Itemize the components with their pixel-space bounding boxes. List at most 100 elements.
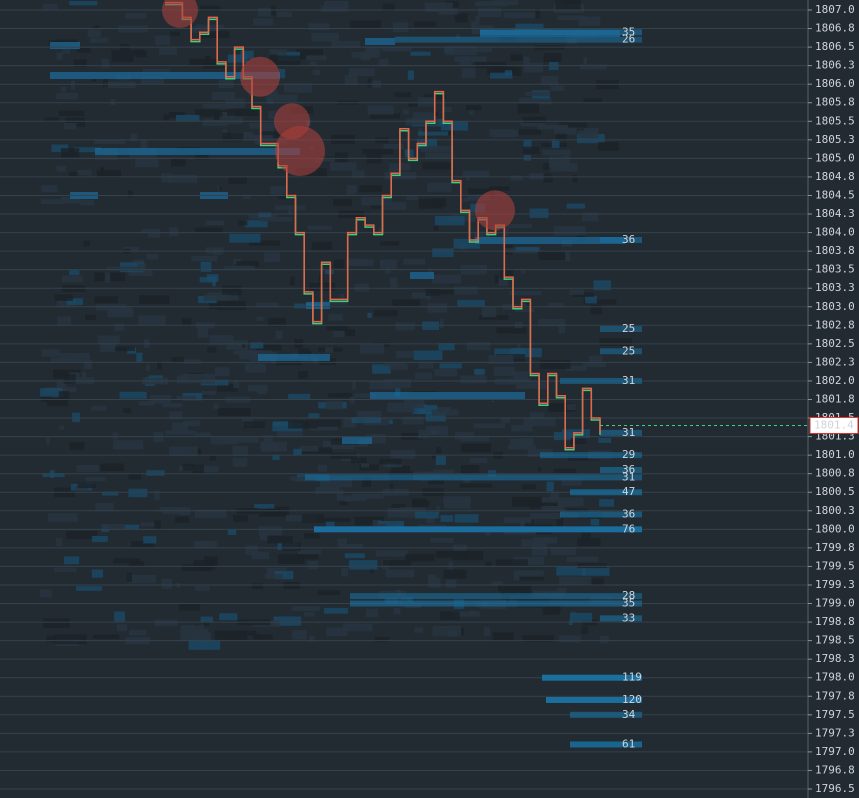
liquidity-bar bbox=[542, 674, 642, 681]
heat-cell bbox=[249, 122, 276, 129]
heat-cell bbox=[138, 400, 155, 406]
heat-cell bbox=[235, 630, 257, 636]
trade-bubble bbox=[275, 125, 325, 176]
heat-cell bbox=[540, 75, 559, 86]
y-tick-label: 1799.3 bbox=[815, 578, 855, 591]
heat-cell bbox=[555, 133, 567, 141]
heat-cell bbox=[475, 15, 480, 25]
y-tick-label: 1802.0 bbox=[815, 374, 855, 387]
heat-cell bbox=[387, 402, 415, 413]
heat-cell bbox=[56, 381, 67, 392]
heat-cell bbox=[228, 176, 248, 185]
heat-cell bbox=[344, 75, 358, 86]
heat-cell bbox=[550, 491, 559, 499]
heat-cell bbox=[243, 421, 265, 429]
heat-cell bbox=[258, 526, 283, 536]
liquidity-bar bbox=[600, 348, 642, 355]
heat-cell bbox=[515, 129, 542, 135]
heat-cell bbox=[138, 315, 166, 325]
heat-cell bbox=[171, 357, 185, 364]
heat-cell bbox=[367, 78, 373, 88]
liquidity-bar bbox=[560, 511, 642, 518]
heat-cell bbox=[273, 616, 302, 626]
heat-cell bbox=[559, 122, 588, 128]
heat-cell bbox=[322, 517, 351, 522]
y-tick-label: 1800.0 bbox=[815, 522, 855, 535]
heat-cell bbox=[256, 302, 279, 307]
heat-cell bbox=[219, 185, 223, 192]
heat-cell bbox=[312, 69, 321, 75]
heat-cell bbox=[494, 348, 526, 359]
heat-cell bbox=[304, 612, 315, 617]
heat-cell bbox=[176, 375, 189, 384]
heat-cell bbox=[427, 303, 448, 313]
heat-cell bbox=[347, 259, 374, 267]
heat-band bbox=[50, 42, 80, 49]
heat-cell bbox=[522, 146, 540, 155]
heat-cell bbox=[425, 425, 448, 436]
heat-cell bbox=[535, 8, 541, 19]
heat-cell bbox=[62, 49, 71, 54]
heat-cell bbox=[95, 502, 114, 511]
volume-label: 31 bbox=[622, 426, 635, 439]
heat-cell bbox=[504, 248, 515, 253]
heat-cell bbox=[500, 269, 514, 280]
heat-cell bbox=[252, 634, 273, 640]
y-tick-label: 1805.5 bbox=[815, 114, 855, 127]
heat-cell bbox=[40, 589, 52, 598]
trade-bubble bbox=[475, 190, 515, 231]
heat-cell bbox=[581, 626, 588, 634]
liquidity-bar bbox=[570, 741, 642, 748]
heat-cell bbox=[513, 572, 520, 581]
heat-cell bbox=[307, 561, 318, 570]
heat-cell bbox=[270, 5, 276, 16]
heat-cell bbox=[362, 148, 394, 155]
heat-cell bbox=[405, 554, 435, 562]
heat-cell bbox=[454, 13, 468, 23]
heat-cell bbox=[432, 248, 454, 257]
heat-cell bbox=[541, 505, 565, 511]
volume-label: 35 bbox=[622, 25, 635, 38]
heat-cell bbox=[591, 595, 613, 603]
heat-cell bbox=[292, 606, 320, 611]
heat-cell bbox=[200, 616, 213, 623]
heat-cell bbox=[268, 110, 276, 120]
heat-cell bbox=[59, 425, 65, 430]
heat-cell bbox=[41, 349, 60, 357]
heat-cell bbox=[448, 561, 454, 570]
heat-cell bbox=[432, 626, 461, 636]
heat-cell bbox=[104, 272, 111, 283]
heat-cell bbox=[510, 54, 523, 61]
heat-cell bbox=[529, 499, 558, 509]
heat-cell bbox=[326, 627, 348, 637]
heat-cell bbox=[51, 144, 69, 153]
price-axis: 1807.0 1806.8 1806.5 1806.3 1806.0 1805.8 1805… bbox=[808, 3, 859, 795]
heat-cell bbox=[334, 259, 345, 269]
heat-cell bbox=[515, 307, 535, 312]
heat-cell bbox=[434, 215, 465, 226]
heat-cell bbox=[551, 140, 560, 148]
heat-cell bbox=[85, 314, 96, 320]
heat-cell bbox=[558, 576, 592, 586]
heat-cell bbox=[232, 458, 248, 467]
heat-cell bbox=[488, 186, 510, 191]
heat-cell bbox=[543, 53, 562, 63]
heat-cell bbox=[209, 335, 234, 346]
heat-cell bbox=[479, 315, 509, 320]
heat-cell bbox=[515, 384, 549, 390]
heat-cell bbox=[217, 301, 246, 311]
heat-cell bbox=[338, 543, 364, 549]
heat-cell bbox=[438, 342, 455, 351]
y-tick-label: 1797.3 bbox=[815, 726, 855, 739]
heat-cell bbox=[242, 343, 246, 348]
y-tick-label: 1805.3 bbox=[815, 133, 855, 146]
heat-cell bbox=[565, 365, 588, 371]
heat-cell bbox=[515, 23, 544, 31]
heat-cell bbox=[538, 250, 566, 260]
heat-cell bbox=[523, 417, 556, 427]
heat-cell bbox=[374, 310, 398, 317]
heat-cell bbox=[417, 131, 449, 136]
heat-cell bbox=[326, 324, 349, 331]
heat-cell bbox=[470, 610, 476, 615]
heat-cell bbox=[382, 462, 403, 468]
